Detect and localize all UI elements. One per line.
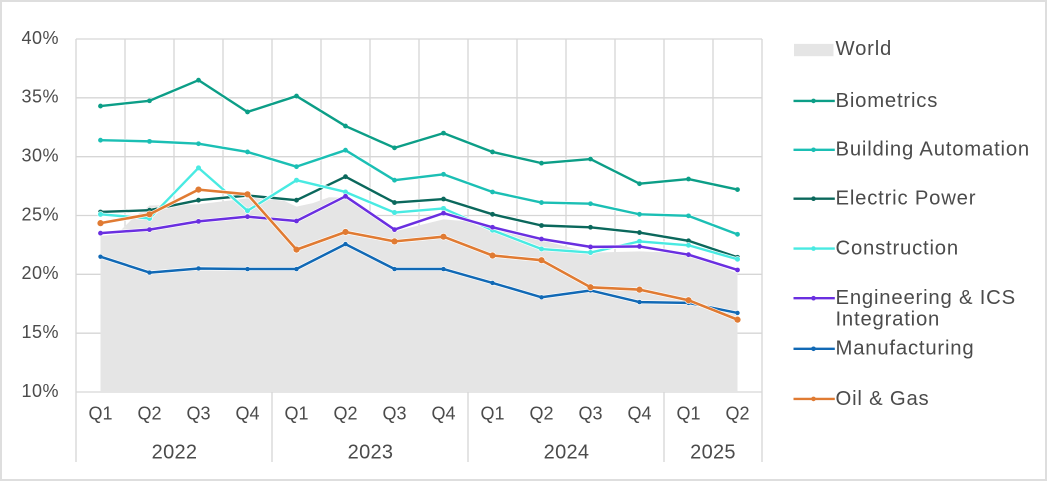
svg-text:Q1: Q1: [676, 404, 700, 424]
svg-text:20%: 20%: [21, 263, 59, 283]
svg-text:World: World: [836, 38, 893, 60]
svg-text:Q3: Q3: [382, 404, 406, 424]
svg-text:Q3: Q3: [186, 404, 210, 424]
svg-text:Q1: Q1: [480, 404, 504, 424]
svg-text:Engineering & ICS: Engineering & ICS: [836, 287, 1016, 309]
svg-text:2024: 2024: [544, 442, 590, 464]
svg-text:25%: 25%: [21, 204, 59, 224]
svg-text:2023: 2023: [348, 442, 394, 464]
svg-text:Q2: Q2: [529, 404, 553, 424]
svg-text:Q2: Q2: [137, 404, 161, 424]
svg-text:Manufacturing: Manufacturing: [836, 338, 975, 360]
svg-text:Construction: Construction: [836, 238, 959, 260]
svg-text:Q2: Q2: [333, 404, 357, 424]
svg-text:2022: 2022: [152, 442, 198, 464]
svg-text:Q4: Q4: [627, 404, 651, 424]
svg-text:Q1: Q1: [284, 404, 308, 424]
svg-text:Oil & Gas: Oil & Gas: [836, 388, 930, 410]
svg-text:35%: 35%: [21, 87, 59, 107]
svg-text:Q2: Q2: [725, 404, 749, 424]
svg-text:Integration: Integration: [836, 309, 941, 331]
svg-text:2025: 2025: [690, 442, 736, 464]
svg-text:Biometrics: Biometrics: [836, 90, 939, 112]
svg-text:Q1: Q1: [88, 404, 112, 424]
svg-text:Q4: Q4: [431, 404, 455, 424]
svg-text:Building Automation: Building Automation: [836, 139, 1030, 161]
svg-text:Q3: Q3: [578, 404, 602, 424]
svg-text:15%: 15%: [21, 322, 59, 342]
svg-text:30%: 30%: [21, 146, 59, 166]
svg-text:10%: 10%: [21, 381, 59, 401]
svg-text:Q4: Q4: [235, 404, 259, 424]
svg-text:40%: 40%: [21, 28, 59, 48]
svg-text:Electric Power: Electric Power: [836, 188, 977, 210]
